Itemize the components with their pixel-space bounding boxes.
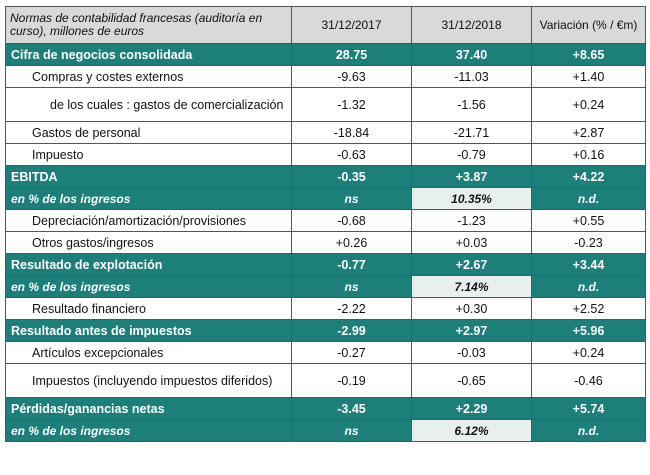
row-pretax-result: Resultado antes de impuestos -2.99 +2.97… <box>5 319 646 342</box>
cell-2017: -0.27 <box>291 341 412 364</box>
row-label: Resultado antes de impuestos <box>5 319 292 342</box>
row-label: Impuesto <box>5 143 292 166</box>
row-tax: Impuesto -0.63 -0.79 +0.16 <box>5 143 646 166</box>
cell-2017: -18.84 <box>291 121 412 144</box>
cell-2017: 28.75 <box>291 43 412 66</box>
row-income-tax: Impuestos (incluyendo impuestos diferido… <box>5 363 646 398</box>
cell-variation: +2.52 <box>531 297 646 320</box>
cell-2017: ns <box>291 275 412 298</box>
cell-2018: +2.29 <box>411 397 532 420</box>
cell-variation: +0.55 <box>531 209 646 232</box>
cell-variation: +8.65 <box>531 43 646 66</box>
cell-2017: ns <box>291 187 412 210</box>
income-statement-table: Normas de contabilidad francesas (audito… <box>5 6 646 442</box>
cell-variation: n.d. <box>531 187 646 210</box>
row-net-result: Pérdidas/ganancias netas -3.45 +2.29 +5.… <box>5 397 646 420</box>
cell-2018: -0.79 <box>411 143 532 166</box>
row-label: Resultado financiero <box>5 297 292 320</box>
row-label: Gastos de personal <box>5 121 292 144</box>
cell-variation: +1.40 <box>531 65 646 88</box>
header-col-2018: 31/12/2018 <box>411 6 532 44</box>
cell-2017: -0.68 <box>291 209 412 232</box>
row-label: Impuestos (incluyendo impuestos diferido… <box>5 363 292 398</box>
cell-2018: 10.35% <box>411 187 532 210</box>
cell-2018: -1.23 <box>411 209 532 232</box>
cell-2017: -2.99 <box>291 319 412 342</box>
row-other-income: Otros gastos/ingresos +0.26 +0.03 -0.23 <box>5 231 646 254</box>
cell-2018: +2.97 <box>411 319 532 342</box>
cell-variation: +5.96 <box>531 319 646 342</box>
cell-2018: +0.30 <box>411 297 532 320</box>
row-label: en % de los ingresos <box>5 187 292 210</box>
row-exceptional-items: Artículos excepcionales -0.27 -0.03 +0.2… <box>5 341 646 364</box>
row-revenue: Cifra de negocios consolidada 28.75 37.4… <box>5 43 646 66</box>
row-label: de los cuales : gastos de comercializaci… <box>5 87 292 122</box>
cell-2017: -0.77 <box>291 253 412 276</box>
row-label: Otros gastos/ingresos <box>5 231 292 254</box>
cell-variation: +2.87 <box>531 121 646 144</box>
cell-2017: -3.45 <box>291 397 412 420</box>
cell-variation: -0.46 <box>531 363 646 398</box>
row-operating-pct: en % de los ingresos ns 7.14% n.d. <box>5 275 646 298</box>
row-marketing-costs: de los cuales : gastos de comercializaci… <box>5 87 646 122</box>
cell-2018: -21.71 <box>411 121 532 144</box>
cell-variation: +0.24 <box>531 341 646 364</box>
row-label: Depreciación/amortización/provisiones <box>5 209 292 232</box>
cell-2018: 37.40 <box>411 43 532 66</box>
header-label: Normas de contabilidad francesas (audito… <box>5 6 292 44</box>
row-staff-costs: Gastos de personal -18.84 -21.71 +2.87 <box>5 121 646 144</box>
cell-variation: +4.22 <box>531 165 646 188</box>
cell-2017: -2.22 <box>291 297 412 320</box>
cell-variation: +0.24 <box>531 87 646 122</box>
row-label: Pérdidas/ganancias netas <box>5 397 292 420</box>
row-label: en % de los ingresos <box>5 419 292 442</box>
header-col-2017: 31/12/2017 <box>291 6 412 44</box>
cell-2017: -0.35 <box>291 165 412 188</box>
row-label: Compras y costes externos <box>5 65 292 88</box>
cell-2017: -0.63 <box>291 143 412 166</box>
cell-2017: ns <box>291 419 412 442</box>
row-label: Cifra de negocios consolidada <box>5 43 292 66</box>
row-depreciation: Depreciación/amortización/provisiones -0… <box>5 209 646 232</box>
row-operating-result: Resultado de explotación -0.77 +2.67 +3.… <box>5 253 646 276</box>
cell-2018: -11.03 <box>411 65 532 88</box>
cell-2017: -1.32 <box>291 87 412 122</box>
cell-variation: n.d. <box>531 275 646 298</box>
cell-variation: +3.44 <box>531 253 646 276</box>
row-label: Resultado de explotación <box>5 253 292 276</box>
cell-2017: +0.26 <box>291 231 412 254</box>
header-row: Normas de contabilidad francesas (audito… <box>5 6 646 44</box>
row-label: EBITDA <box>5 165 292 188</box>
row-financial-result: Resultado financiero -2.22 +0.30 +2.52 <box>5 297 646 320</box>
cell-variation: +0.16 <box>531 143 646 166</box>
row-label: en % de los ingresos <box>5 275 292 298</box>
cell-2017: -9.63 <box>291 65 412 88</box>
cell-variation: -0.23 <box>531 231 646 254</box>
row-net-pct: en % de los ingresos ns 6.12% n.d. <box>5 419 646 442</box>
cell-2018: +0.03 <box>411 231 532 254</box>
cell-2018: -1.56 <box>411 87 532 122</box>
cell-2018: -0.03 <box>411 341 532 364</box>
cell-2017: -0.19 <box>291 363 412 398</box>
cell-variation: n.d. <box>531 419 646 442</box>
cell-2018: +3.87 <box>411 165 532 188</box>
cell-2018: 6.12% <box>411 419 532 442</box>
header-col-variation: Variación (% / €m) <box>531 6 646 44</box>
cell-2018: +2.67 <box>411 253 532 276</box>
cell-variation: +5.74 <box>531 397 646 420</box>
row-ebitda-pct: en % de los ingresos ns 10.35% n.d. <box>5 187 646 210</box>
cell-2018: 7.14% <box>411 275 532 298</box>
row-purchases: Compras y costes externos -9.63 -11.03 +… <box>5 65 646 88</box>
row-label: Artículos excepcionales <box>5 341 292 364</box>
row-ebitda: EBITDA -0.35 +3.87 +4.22 <box>5 165 646 188</box>
cell-2018: -0.65 <box>411 363 532 398</box>
